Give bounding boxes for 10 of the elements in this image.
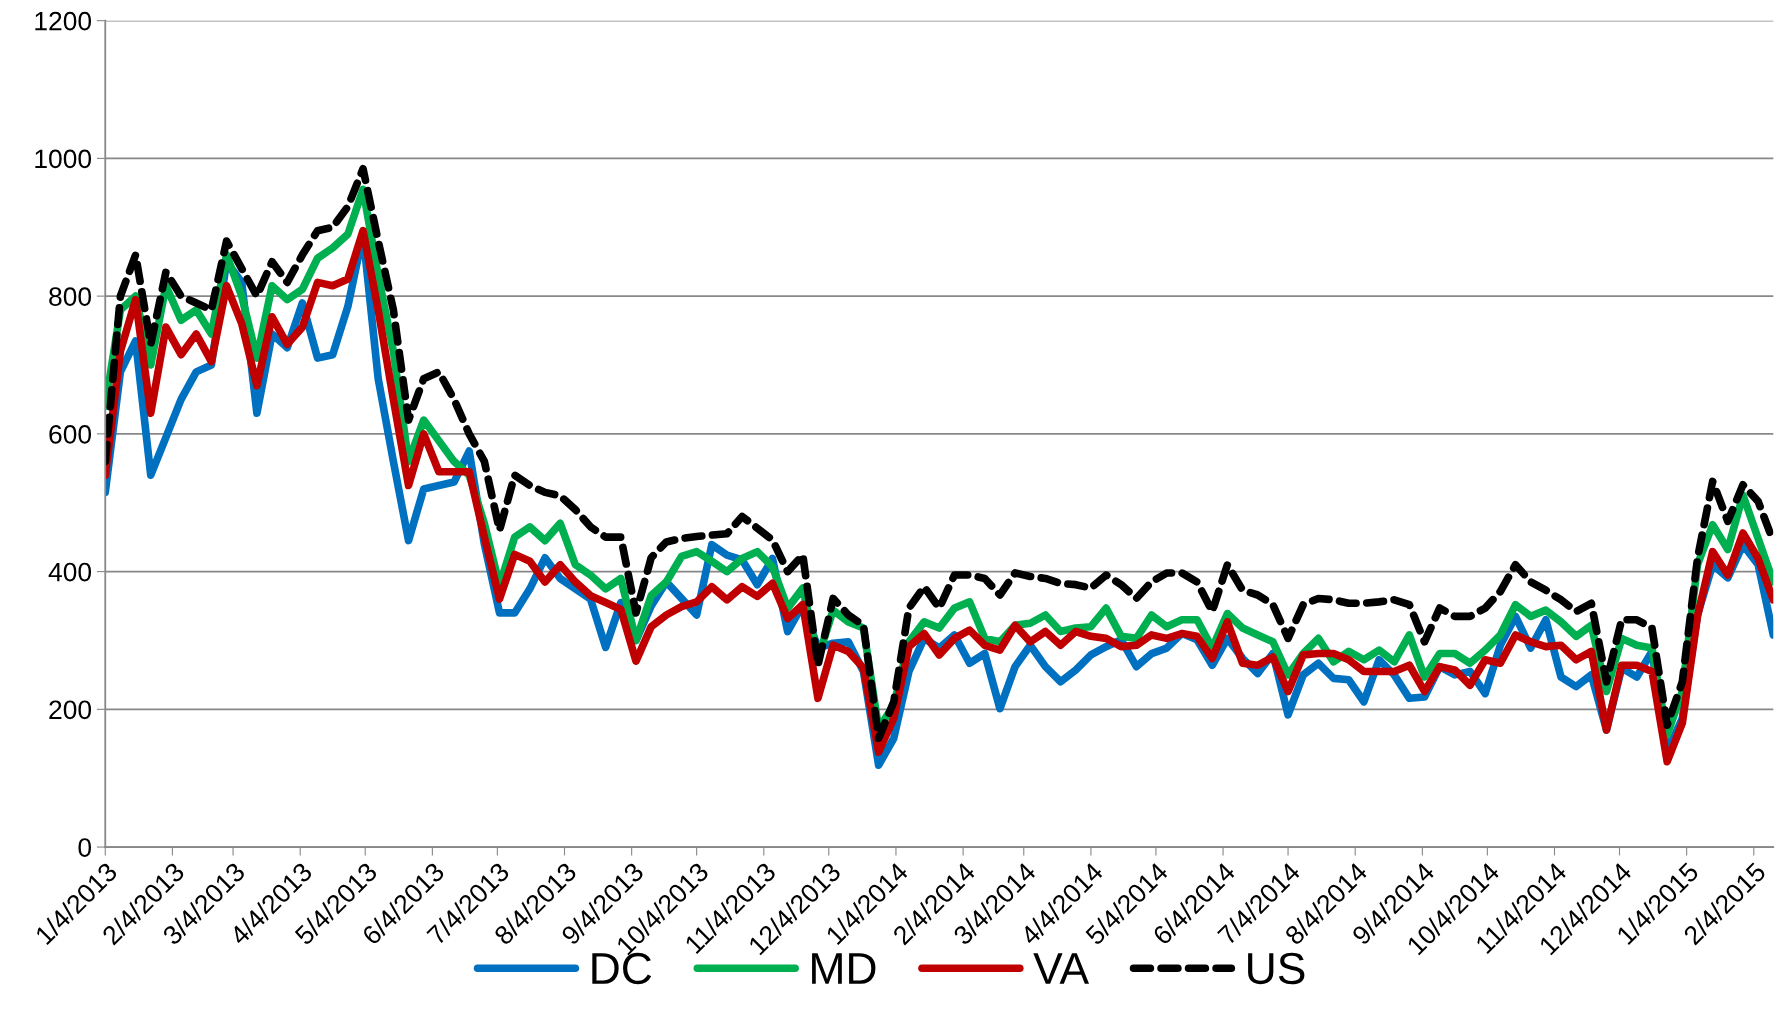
y-tick-label: 0 bbox=[78, 838, 92, 857]
legend-label: MD bbox=[812, 953, 876, 984]
y-tick-label: 1000 bbox=[35, 149, 92, 169]
y-tick-label: 200 bbox=[49, 700, 92, 720]
legend-label: US bbox=[1248, 952, 1305, 985]
y-tick-label: 1200 bbox=[35, 11, 92, 31]
y-tick-label: 600 bbox=[49, 424, 92, 444]
legend-label: VA bbox=[1033, 953, 1090, 984]
y-tick-label: 400 bbox=[48, 562, 92, 582]
y-tick-label: 800 bbox=[49, 287, 92, 306]
